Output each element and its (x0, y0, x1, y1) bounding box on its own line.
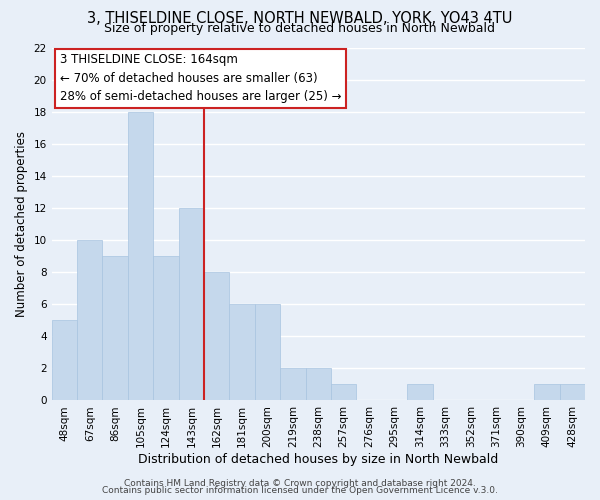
Bar (52, 320, 77, 400)
X-axis label: Distribution of detached houses by size in North Newbald: Distribution of detached houses by size … (138, 453, 499, 466)
Bar (204, 272, 229, 400)
Bar (179, 208, 204, 400)
Bar (305, 368, 331, 400)
Bar (103, 256, 128, 400)
Text: Size of property relative to detached houses in North Newbald: Size of property relative to detached ho… (104, 22, 496, 35)
Bar (229, 304, 255, 400)
Bar (255, 304, 280, 400)
Bar (331, 384, 356, 400)
Text: 3, THISELDINE CLOSE, NORTH NEWBALD, YORK, YO43 4TU: 3, THISELDINE CLOSE, NORTH NEWBALD, YORK… (88, 11, 512, 26)
Text: 3 THISELDINE CLOSE: 164sqm
← 70% of detached houses are smaller (63)
28% of semi: 3 THISELDINE CLOSE: 164sqm ← 70% of deta… (59, 54, 341, 104)
Bar (560, 384, 585, 400)
Bar (153, 256, 179, 400)
Text: Contains public sector information licensed under the Open Government Licence v.: Contains public sector information licen… (102, 486, 498, 495)
Y-axis label: Number of detached properties: Number of detached properties (15, 131, 28, 317)
Bar (534, 384, 560, 400)
Bar (77, 240, 103, 400)
Bar (407, 384, 433, 400)
Bar (128, 112, 153, 401)
Bar (280, 368, 305, 400)
Text: Contains HM Land Registry data © Crown copyright and database right 2024.: Contains HM Land Registry data © Crown c… (124, 478, 476, 488)
